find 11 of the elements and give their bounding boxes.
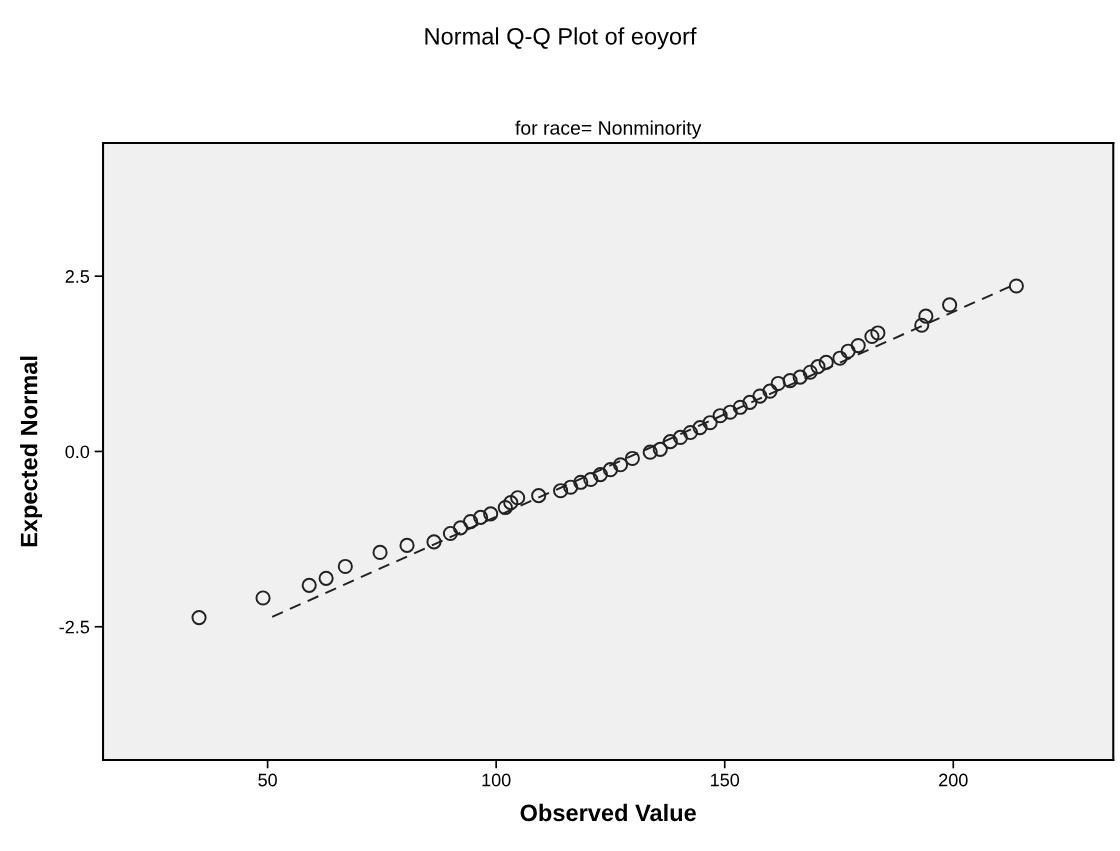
x-tick-label: 50 [258,773,277,787]
chart-subtitle: for race= Nonminority [515,120,702,139]
x-tick-label: 100 [482,773,511,787]
y-axis-title: Expected Normal [20,356,43,547]
x-axis-title: Observed Value [520,803,696,822]
x-tick-label: 150 [711,773,740,787]
chart-title: Normal Q-Q Plot of eoyorf [425,27,697,50]
y-tick-label: 2.5 [65,270,90,283]
x-tick-label: 200 [939,773,968,787]
y-tick-label: 0.0 [65,445,90,459]
y-tick-label: -2.5 [59,620,90,634]
